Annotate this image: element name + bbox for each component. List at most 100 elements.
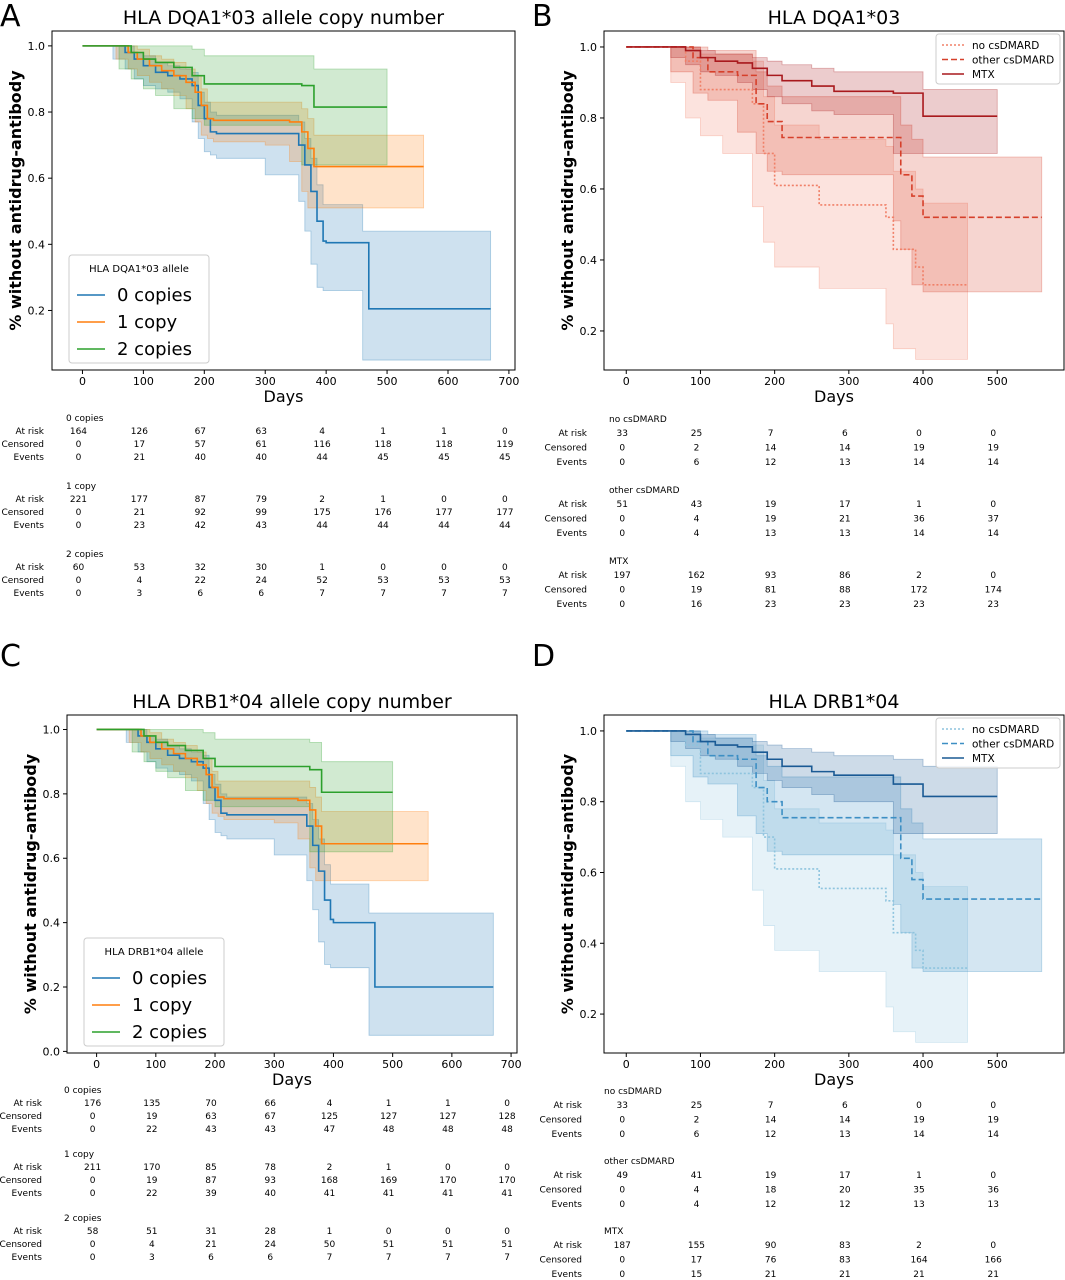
risk-cell: 81 [765,586,776,596]
risk-cell: 13 [765,529,776,539]
risk-cell: 20 [839,1186,851,1196]
y-tick-label: 1.0 [43,723,61,736]
risk-cell: 119 [496,440,513,450]
x-axis-label: Days [272,1070,312,1089]
risk-cell: 0 [990,1171,996,1181]
risk-cell: 6 [258,589,264,599]
risk-cell: 63 [205,1112,216,1122]
risk-cell: 0 [90,1112,96,1122]
risk-cell: 41 [383,1189,394,1199]
risk-cell: 1 [319,563,325,573]
km-chart-d: HLA DRB1*04 0 100 200 300 400 500 0.2 0.4 0.6 0.8 1… [558,691,1065,1089]
risk-cell: 42 [195,521,206,531]
risk-cell: 1 [380,427,386,437]
risk-cell: 2 [916,1241,922,1251]
risk-cell: 0 [990,1241,996,1251]
risk-cell: 44 [316,521,328,531]
risk-cell: 35 [913,1186,924,1196]
risk-cell: 15 [691,1270,702,1280]
plot-frame [51,30,516,371]
risk-cell: 0 [90,1240,96,1250]
survival-line [626,46,968,286]
risk-cell: 17 [134,440,145,450]
risk-cell: 24 [255,576,267,586]
survival-line [96,728,494,988]
risk-cell: 0 [76,453,82,463]
x-tick-label: 400 [316,375,337,388]
km-chart-b: HLA DQA1*03 0 100 200 300 400 500 0.2 0.4 0.6 0.8 1… [558,7,1065,406]
survival-line [96,728,393,794]
risk-cell: 45 [377,453,388,463]
y-tick-label: 0.2 [43,981,61,994]
legend-label: 0 copies [132,968,207,989]
risk-cell: 21 [765,1270,776,1280]
risk-cell: 78 [265,1163,277,1173]
risk-row-label: At risk [559,571,588,581]
ci-band [626,730,1043,972]
risk-cell: 79 [255,495,267,505]
risk-cell: 7 [386,1253,392,1263]
y-tick-label: 1.0 [580,41,598,54]
risk-cell: 0 [386,1227,392,1237]
risk-group-name: 1 copy [64,1150,95,1160]
risk-cell: 67 [195,427,206,437]
y-tick-label: 0.4 [580,254,598,267]
risk-row-label: Censored [545,586,587,596]
x-tick-label: 0 [623,1058,630,1071]
x-tick-label: 100 [145,1058,166,1071]
risk-cell: 19 [987,1116,999,1126]
risk-cell: 70 [205,1099,217,1109]
risk-cell: 0 [380,563,386,573]
risk-cell: 175 [314,508,331,518]
y-tick-label: 0.4 [28,238,46,251]
risk-cell: 1 [327,1227,333,1237]
risk-cell: 51 [146,1227,157,1237]
legend-title: HLA DQA1*03 allele [89,264,189,275]
risk-row-label: Censored [2,508,44,518]
x-tick-label: 700 [498,375,519,388]
y-tick-label: 0.8 [43,788,61,801]
risk-cell: 211 [84,1163,101,1173]
risk-cell: 43 [255,521,266,531]
risk-cell: 0 [504,1099,510,1109]
risk-cell: 14 [913,458,925,468]
y-tick-label: 0.2 [580,1008,598,1021]
risk-cell: 92 [195,508,206,518]
y-tick-label: 1.0 [28,40,46,53]
risk-cell: 176 [84,1099,101,1109]
risk-cell: 19 [765,500,777,510]
x-tick-label: 500 [987,375,1008,388]
risk-cell: 170 [439,1176,456,1186]
risk-cell: 21 [134,453,145,463]
legend-label: 2 copies [117,339,192,360]
risk-cell: 125 [321,1112,338,1122]
x-tick-label: 600 [437,375,458,388]
risk-row-label: Events [14,521,45,531]
risk-cell: 21 [913,1270,924,1280]
risk-cell: 172 [910,586,927,596]
risk-cell: 7 [319,589,325,599]
legend-label: other csDMARD [972,55,1054,67]
legend-label: 1 copy [132,995,193,1016]
risk-cell: 53 [499,576,510,586]
risk-cell: 67 [265,1112,276,1122]
risk-row-label: Events [12,1189,43,1199]
risk-row-label: At risk [14,1227,43,1237]
y-tick-label: 0.8 [28,106,46,119]
x-tick-label: 500 [377,375,398,388]
risk-cell: 0 [441,563,447,573]
risk-cell: 6 [208,1253,214,1263]
km-chart-a: HLA DQA1*03 allele copy number 0 100 200 300… [6,7,519,406]
risk-row-label: Censored [545,515,587,525]
risk-cell: 176 [374,508,391,518]
risk-cell: 3 [137,589,143,599]
risk-group-name: 2 copies [64,1214,102,1224]
risk-cell: 19 [913,444,925,454]
risk-cell: 32 [195,563,206,573]
ci-band [82,45,425,209]
risk-cell: 19 [146,1176,158,1186]
risk-cell: 33 [617,429,628,439]
x-tick-label: 200 [205,1058,226,1071]
risk-cell: 48 [442,1125,454,1135]
